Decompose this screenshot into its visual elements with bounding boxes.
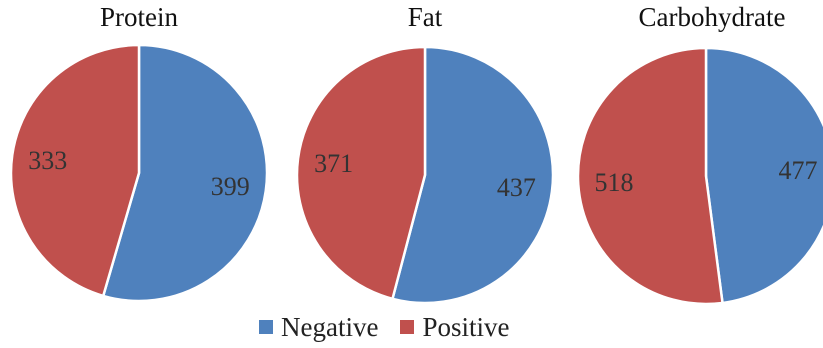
pie-slice-protein-positive [9, 43, 141, 298]
legend-swatch-positive [400, 320, 415, 334]
data-label-protein-negative: 399 [211, 172, 250, 201]
pie-slice-protein-negative [101, 43, 269, 303]
chart-title-fat: Fat [407, 2, 443, 32]
legend-swatch-negative [259, 320, 273, 334]
data-label-fat-positive: 371 [314, 149, 353, 178]
pie-slice-fat-positive [295, 45, 427, 301]
legend-label-positive: Positive [422, 311, 510, 342]
data-label-protein-positive: 333 [28, 146, 67, 175]
pie-slice-carbohydrate-positive [576, 46, 724, 306]
pie-slice-fat-negative [391, 45, 555, 305]
legend: Negative Positive [259, 310, 531, 344]
pie-slice-carbohydrate-negative [704, 46, 823, 305]
chart-title-protein: Protein [100, 2, 178, 32]
legend-item-positive: Positive [400, 312, 509, 343]
legend-item-negative: Negative [259, 312, 378, 343]
data-label-fat-negative: 437 [497, 173, 536, 202]
chart-title-carbohydrate: Carbohydrate [638, 2, 786, 32]
legend-label-negative: Negative [281, 311, 379, 342]
data-label-carbohydrate-negative: 477 [779, 156, 818, 185]
data-label-carbohydrate-positive: 518 [595, 168, 634, 197]
